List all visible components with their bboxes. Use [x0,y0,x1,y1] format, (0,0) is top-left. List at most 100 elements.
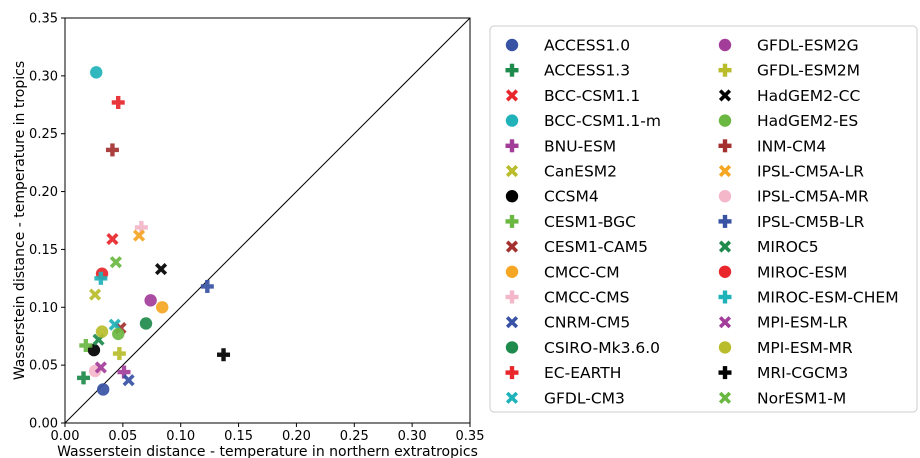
legend-marker [505,316,519,329]
legend-marker [718,341,732,354]
x-tick-label: 0.05 [108,429,137,444]
legend-item: ACCESS1.3 [505,62,630,80]
legend-marker [505,89,519,102]
legend-item: BCC-CSM1.1-m [505,112,661,130]
legend-marker [505,391,519,404]
x-tick-label: 0.15 [224,429,253,444]
data-point [94,271,108,285]
legend-marker [718,290,732,304]
data-point [106,232,119,246]
legend-marker [505,214,519,228]
legend-label: BNU-ESM [544,137,616,155]
legend-label: CESM1-BGC [544,213,636,231]
legend-item: HadGEM2-CC [718,87,860,105]
legend-label: MIROC-ESM [757,263,847,281]
legend-marker [505,190,519,203]
legend-label: GFDL-ESM2M [757,62,860,80]
legend-label: CMCC-CM [544,263,620,281]
data-point [79,338,93,352]
legend-label: GFDL-ESM2G [757,37,859,55]
data-point [134,220,148,234]
legend-item: MPI-ESM-MR [718,339,853,357]
legend-label: IPSL-CM5A-LR [757,163,864,181]
data-points [77,66,231,396]
legend-marker [505,366,519,380]
y-tick-label: 0.05 [29,359,58,374]
legend-item: HadGEM2-ES [718,112,858,130]
legend-marker [718,89,732,102]
legend-label: MRI-CGCM3 [757,364,848,382]
data-point [112,327,125,341]
legend-marker [505,164,519,178]
legend-marker [718,316,732,329]
data-point [117,365,131,379]
legend-label: IPSL-CM5A-MR [757,188,869,206]
y-tick-label: 0.30 [29,69,58,84]
legend-label: INM-CM4 [757,137,826,155]
legend-label: CanESM2 [544,163,617,181]
legend-item: CESM1-BGC [505,213,636,231]
data-point [144,294,157,307]
data-point [90,66,103,79]
legend-label: MIROC5 [757,238,819,256]
y-tick-label: 0.00 [29,417,58,432]
legend-item: IPSL-CM5B-LR [718,213,865,231]
legend-label: HadGEM2-CC [757,87,860,105]
legend-label: CMCC-CMS [544,289,629,307]
data-point [200,279,214,293]
legend-marker [718,190,732,203]
legend-item: GFDL-ESM2G [718,37,859,55]
legend-marker [718,38,732,52]
x-tick-label: 0.10 [166,429,195,444]
plot-frame [64,17,471,424]
legend-item: ACCESS1.0 [505,37,630,55]
x-tick-label: 0.25 [340,429,369,444]
legend-label: MPI-ESM-MR [757,339,853,357]
legend-item: IPSL-CM5A-MR [718,188,869,206]
legend-label: CESM1-CAM5 [544,238,648,256]
x-tick-label: 0.20 [282,429,311,444]
legend-item: CMCC-CM [505,263,620,281]
legend-item: CSIRO-Mk3.6.0 [505,339,660,357]
legend-label: CSIRO-Mk3.6.0 [544,339,660,357]
legend-marker [718,114,732,127]
y-axis-ticks: 0.00 0.05 0.10 0.15 0.20 0.25 0.30 0.35 [29,12,65,432]
legend-label: IPSL-CM5B-LR [757,213,865,231]
y-tick-label: 0.10 [29,301,58,316]
legend-label: ACCESS1.0 [544,37,630,55]
legend-label: BCC-CSM1.1 [544,87,640,105]
y-tick-label: 0.15 [29,243,58,258]
x-axis-ticks: 0.00 0.05 0.10 0.15 0.20 0.25 0.30 0.35 [51,423,485,444]
legend-item: BNU-ESM [505,137,616,155]
legend-marker [505,114,519,127]
legend-marker [505,240,519,253]
legend-item: MIROC-ESM-CHEM [718,289,899,307]
data-point [154,263,168,276]
legend-item: NorESM1-M [718,389,846,407]
legend-item: CCSM4 [505,188,599,206]
legend-item: MRI-CGCM3 [718,364,848,382]
legend-marker [718,139,732,153]
data-point [77,371,91,385]
legend-item: EC-EARTH [505,364,621,382]
legend-item: CESM1-CAM5 [505,238,648,256]
legend-marker [718,391,732,404]
legend-marker [718,265,732,278]
y-tick-label: 0.25 [29,127,58,142]
legend-marker [505,290,519,304]
x-tick-label: 0.30 [398,429,427,444]
legend-item: INM-CM4 [718,137,826,155]
legend-label: ACCESS1.3 [544,62,630,80]
legend-item: MIROC-ESM [718,263,847,281]
legend-label: CNRM-CM5 [544,314,630,332]
legend-item: IPSL-CM5A-LR [718,163,864,181]
y-tick-label: 0.35 [29,12,58,27]
data-point [96,383,110,396]
x-tick-label: 0.35 [456,429,485,444]
legend-item: CanESM2 [505,163,617,181]
data-point [105,143,119,157]
legend-frame [489,25,918,413]
legend-label: EC-EARTH [544,364,621,382]
data-point [122,374,135,387]
x-axis-title: Wasserstein distance - temperature in no… [57,444,478,458]
